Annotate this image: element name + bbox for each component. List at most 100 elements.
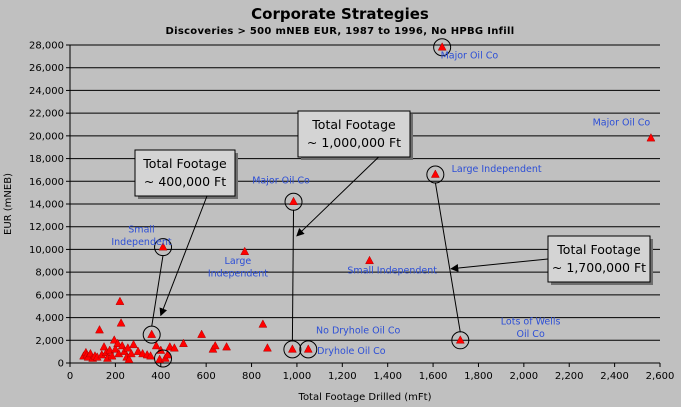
callout-box [134,149,236,197]
data-point [129,339,138,349]
data-point [126,348,136,358]
data-point [263,343,272,352]
callout-box [547,235,651,283]
callout-line2: ~ 1,700,000 Ft [552,260,646,275]
point-annotation: Dryhole Oil Co [317,346,386,357]
x-tick-label: 1,000 [283,371,312,382]
x-tick-label: 600 [197,371,216,382]
callout-line1: Total Footage [311,117,396,132]
point-annotation: Major Oil Co [441,51,499,62]
x-tick-label: 1,600 [419,371,448,382]
point-annotation: Lots of Wells [501,316,561,327]
annotations: Small Independent Large Independent Major Oi… [111,51,650,357]
y-tick-label: 8,000 [35,268,64,279]
data-point [95,325,104,334]
data-point [158,242,168,251]
data-point [124,354,134,363]
data-point [437,42,447,51]
y-tick-label: 24,000 [29,86,64,97]
highlight-circle [154,349,173,368]
data-point [115,296,125,305]
data-point [287,344,297,353]
point-annotation: Oil Co [517,329,545,340]
callout-line1: Total Footage [556,242,641,257]
point-annotation: Small Independent [347,265,437,276]
y-tick-label: 14,000 [29,200,64,211]
y-tick-label: 4,000 [35,313,64,324]
x-tick-label: 200 [106,371,125,382]
data-point [258,319,268,328]
point-annotation: Major Oil Co [593,118,651,129]
data-point [303,344,313,353]
point-annotation: No Dryhole Oil Co [316,325,401,336]
data-point [151,340,161,350]
data-point [116,318,126,327]
callout-line2: ~ 400,000 Ft [144,174,226,189]
y-tick-label: 0 [58,359,64,370]
chart-title: Corporate Strategies [251,5,429,23]
x-tick-label: 400 [151,371,170,382]
y-tick-label: 20,000 [29,131,64,142]
point-annotation: Independent [111,237,171,248]
x-tick-label: 2,000 [510,371,539,382]
data-point [107,351,117,360]
x-tick-label: 2,600 [646,371,675,382]
y-tick-label: 12,000 [29,222,64,233]
x-tick-label: 2,200 [555,371,584,382]
y-axis-label: EUR (mNEB) [3,173,14,235]
x-tick-labels: 0 200 400 600 800 1,000 1,200 1,400 1,600 1,800 2,… [67,363,675,382]
data-point [99,342,109,351]
data-point [365,255,374,265]
data-point [179,338,188,347]
x-tick-label: 2,400 [600,371,629,382]
data-point [113,338,123,347]
data-point [133,346,143,355]
x-axis-label: Total Footage Drilled (mFt) [298,392,432,403]
data-point [430,169,440,178]
y-tick-labels: 0 2,000 4,000 6,000 8,000 10,000 12,000 14,000 1… [29,41,70,370]
data-point [646,133,656,142]
point-annotation: Small [128,224,154,235]
connector-line [434,182,461,333]
y-tick-label: 18,000 [29,154,64,165]
connector-line [291,209,295,342]
x-tick-label: 800 [242,371,261,382]
data-point [197,329,207,338]
y-tick-label: 10,000 [29,245,64,256]
point-annotation: Large [225,256,252,267]
y-tick-label: 28,000 [29,41,64,52]
x-tick-label: 1,800 [464,371,493,382]
callout-line1: Total Footage [142,156,227,171]
x-tick-label: 1,400 [373,371,402,382]
data-point [455,335,465,344]
y-tick-label: 22,000 [29,109,64,120]
highlight-circle [433,38,452,57]
data-point [210,340,220,350]
data-point [163,350,172,359]
data-point [114,348,124,358]
data-point [117,340,127,350]
data-point [147,329,157,338]
data-point [110,344,120,353]
connector-line [151,255,164,327]
callout-box [297,110,411,158]
y-tick-label: 2,000 [35,336,64,347]
callout-arrow [159,195,208,317]
callout-arrow [296,156,379,237]
y-tick-label: 6,000 [35,290,64,301]
data-point [169,343,179,352]
callouts: Total Footage ~ 400,000 Ft Total Footage ~ … [134,110,653,342]
y-tick-label: 16,000 [29,177,64,188]
chart-subtitle: Discoveries > 500 mNEB EUR, 1987 to 1996… [166,26,515,37]
data-point [289,196,298,205]
data-point [222,342,231,351]
point-annotation: Large Independent [452,164,542,175]
point-annotation: Independent [208,269,268,280]
data-point [240,246,250,255]
callout-arrow [450,258,549,273]
data-point [146,351,155,360]
highlight-circle [299,340,318,359]
point-annotation: Major Oil Co [252,176,310,187]
